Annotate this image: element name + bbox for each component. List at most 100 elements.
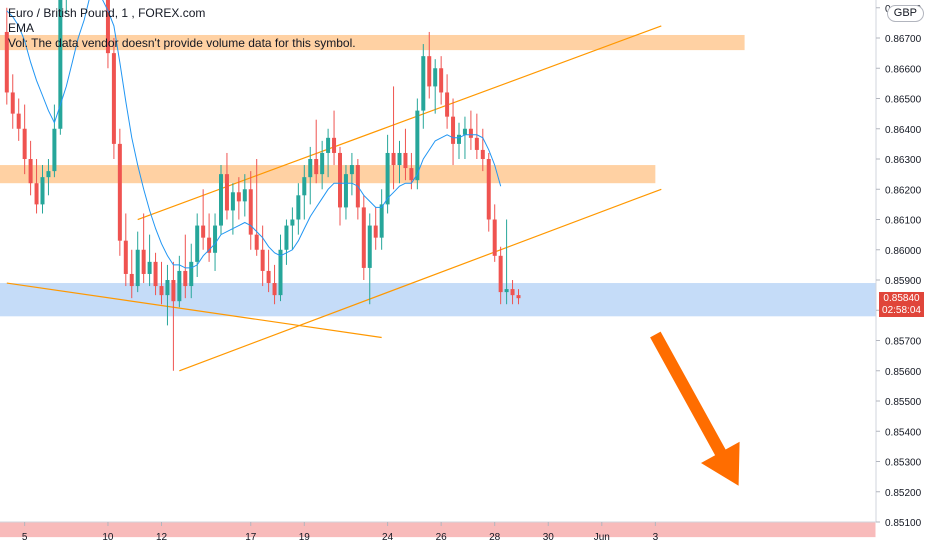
- price-tick-label: 0.85200: [885, 488, 922, 499]
- trendline-3: [179, 188, 662, 372]
- zone-lower: [0, 522, 876, 538]
- price-tick-label: 0.85600: [885, 367, 922, 378]
- symbol-title[interactable]: Euro / British Pound, 1 , FOREX.com: [8, 6, 206, 20]
- candle-body: [457, 134, 461, 144]
- price-tick-label: 0.86400: [885, 125, 922, 136]
- candle-body: [445, 92, 450, 117]
- zone-resistance: [0, 34, 745, 51]
- candle-body: [462, 128, 467, 135]
- candle-body: [308, 159, 313, 178]
- ema-indicator-label[interactable]: EMA: [8, 21, 35, 35]
- candle-body: [397, 152, 402, 166]
- time-tick-label: 5: [22, 532, 28, 543]
- candle-body: [260, 249, 265, 271]
- price-tick-label: 0.85400: [885, 427, 922, 438]
- volume-note: Vol: The data vendor doesn't provide vol…: [8, 36, 356, 50]
- candle-body: [135, 249, 140, 287]
- candle-body: [385, 152, 390, 205]
- candle-body: [373, 225, 378, 238]
- price-tick-label: 0.85100: [885, 518, 922, 529]
- candle-body: [22, 128, 27, 160]
- candle-body: [147, 261, 152, 274]
- candle-body: [46, 171, 51, 178]
- candle-body: [302, 177, 307, 196]
- candle-body: [474, 137, 479, 150]
- candle-body: [415, 110, 420, 181]
- candle-body: [343, 174, 348, 208]
- price-tick-label: 0.86600: [885, 64, 922, 75]
- candle-body: [320, 152, 325, 175]
- candle-body: [177, 270, 182, 302]
- candle-body: [403, 152, 408, 169]
- trendline-4: [6, 282, 382, 339]
- candle-body: [111, 53, 116, 144]
- candle-body: [183, 270, 188, 287]
- candle-body: [379, 204, 384, 238]
- candle-body: [272, 283, 277, 296]
- time-tick-label: 26: [436, 532, 448, 543]
- candle-body: [361, 207, 366, 268]
- price-tick-label: 0.85900: [885, 276, 922, 287]
- candle-body: [219, 174, 223, 226]
- candle-body: [213, 225, 218, 253]
- candle-body: [480, 149, 485, 160]
- bearish-arrow: [650, 331, 740, 486]
- candle-body: [254, 234, 259, 250]
- price-tick-label: 0.86700: [885, 34, 922, 45]
- candle-body: [391, 152, 396, 166]
- candle-body: [159, 286, 164, 296]
- price-tick-label: 0.85700: [885, 337, 922, 348]
- candle-body: [338, 152, 342, 208]
- candle-body: [439, 68, 444, 93]
- bar-countdown-label: 02:58:04: [882, 305, 921, 317]
- candle-body: [468, 128, 473, 138]
- candle-body: [326, 137, 331, 153]
- candle-body: [40, 177, 45, 205]
- candle-body: [296, 195, 301, 220]
- candle-body: [278, 249, 283, 296]
- time-tick-label: 12: [156, 532, 168, 543]
- candle-body: [248, 189, 253, 235]
- time-tick-label: 19: [299, 532, 311, 543]
- candle-body: [165, 280, 170, 296]
- candle-body: [123, 240, 128, 274]
- candle-body: [314, 159, 319, 175]
- candle-body: [290, 219, 295, 226]
- price-tick-label: 0.86500: [885, 95, 922, 106]
- candle-body: [349, 165, 354, 175]
- candle-body: [266, 270, 271, 284]
- price-tick-label: 0.85500: [885, 397, 922, 408]
- candle-body: [4, 31, 9, 93]
- last-price-label: 0.85840: [883, 293, 920, 305]
- candle-body: [486, 159, 491, 220]
- candle-body: [16, 113, 21, 129]
- candle-body: [195, 225, 200, 262]
- candle-body: [207, 237, 212, 253]
- candle-body: [117, 143, 122, 241]
- candle-body: [171, 280, 176, 302]
- candle-body: [201, 225, 206, 238]
- candle-body: [28, 159, 33, 184]
- candle-body: [141, 249, 146, 274]
- candle-body: [189, 261, 194, 287]
- price-tick-label: 0.86100: [885, 216, 922, 227]
- price-tick-label: 0.86000: [885, 246, 922, 257]
- candle-body: [34, 183, 39, 205]
- price-tick-label: 0.85300: [885, 458, 922, 469]
- candle-body: [242, 189, 247, 202]
- time-tick-label: 10: [102, 532, 114, 543]
- time-tick-label: 30: [543, 532, 555, 543]
- currency-badge[interactable]: GBP: [886, 5, 924, 22]
- candle-body: [498, 255, 503, 293]
- candle-body: [52, 128, 57, 172]
- candle-body: [58, 0, 63, 129]
- price-tick-label: 0.86300: [885, 155, 922, 166]
- time-tick-label: 3: [653, 532, 659, 543]
- candle-body: [504, 289, 509, 293]
- candle-body: [153, 261, 158, 287]
- candle-body: [284, 225, 289, 250]
- time-tick-label: 17: [245, 532, 257, 543]
- chart-legend: Euro / British Pound, 1 , FOREX.com EMA …: [8, 6, 356, 51]
